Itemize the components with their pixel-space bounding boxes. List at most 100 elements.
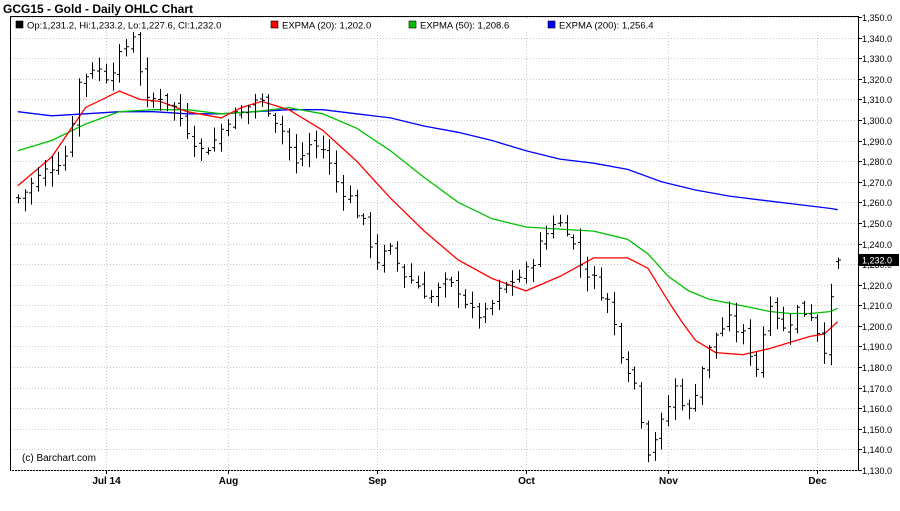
- ohlc-bar: [226, 119, 231, 137]
- y-tick-label: 1,290.0: [862, 137, 892, 147]
- y-tick-label: 1,150.0: [862, 425, 892, 435]
- y-tick-label: 1,160.0: [862, 404, 892, 414]
- ohlc-bar: [612, 291, 617, 336]
- y-tick-label: 1,350.0: [862, 13, 892, 23]
- ohlc-bar: [802, 300, 807, 317]
- ohlc-bar: [104, 63, 109, 84]
- plot-frame: [10, 16, 859, 471]
- ohlc-bar: [775, 297, 780, 330]
- ohlc-bar: [748, 319, 753, 366]
- ohlc-bar: [707, 344, 712, 379]
- ohlc-bar: [178, 93, 183, 127]
- ohlc-bar: [626, 351, 631, 383]
- ohlc-bar: [666, 394, 671, 427]
- legend-swatch: [15, 20, 24, 29]
- ohlc-bar: [361, 213, 366, 226]
- ohlc-bar: [348, 185, 353, 204]
- ohlc-bar: [422, 271, 427, 299]
- ohlc-bar: [145, 57, 150, 108]
- ohlc-bar: [77, 78, 82, 137]
- ohlc-bar: [605, 293, 610, 314]
- ohlc-bar: [111, 62, 116, 91]
- last-price-label: 1,232.0: [862, 255, 892, 265]
- y-tick-label: 1,280.0: [862, 157, 892, 167]
- y-tick-label: 1,260.0: [862, 198, 892, 208]
- ohlc-bar: [768, 296, 773, 336]
- ohlc-bar: [741, 324, 746, 345]
- legend-label: EXPMA (200): 1,256.4: [559, 21, 654, 32]
- ohlc-bar: [395, 241, 400, 272]
- ohlc-bar: [524, 261, 529, 284]
- ohlc-bar: [483, 302, 488, 324]
- ohlc-bar: [504, 282, 509, 293]
- ohlc-bar: [382, 244, 387, 273]
- ohlc-bar: [436, 282, 441, 307]
- ohlc-bar: [470, 291, 475, 319]
- ohlc-bar: [788, 313, 793, 345]
- y-tick-label: 1,200.0: [862, 322, 892, 332]
- ohlc-bar: [16, 194, 21, 204]
- ohlc-bar: [599, 267, 604, 301]
- ohlc-bar: [280, 115, 285, 145]
- ohlc-bar: [761, 326, 766, 378]
- ohlc-bar: [97, 57, 102, 82]
- ohlc-bar: [836, 257, 841, 270]
- ohlc-bar: [517, 269, 522, 283]
- ohlc-bar: [734, 302, 739, 343]
- legend-swatch: [408, 20, 417, 29]
- ohlc-bar: [165, 93, 170, 112]
- ohlc-bar: [199, 138, 204, 161]
- ohlc-bar: [355, 189, 360, 219]
- ohlc-bar: [714, 332, 719, 359]
- y-tick-label: 1,130.0: [862, 466, 892, 476]
- legend-background: [12, 18, 857, 32]
- x-tick-label: Sep: [368, 476, 386, 487]
- ohlc-bar: [592, 265, 597, 289]
- y-tick-label: 1,220.0: [862, 281, 892, 291]
- ohlc-bar: [70, 116, 75, 158]
- ohlc-bars: [16, 22, 841, 463]
- ohlc-bar: [720, 317, 725, 337]
- y-axis: 1,130.0 1,140.0 1,150.0 1,160.0 1,170.0 1,180…: [858, 13, 899, 476]
- ohlc-bar: [158, 88, 163, 111]
- ohlc-bar: [287, 128, 292, 161]
- ohlc-bar: [239, 104, 244, 119]
- ohlc-bar: [673, 378, 678, 420]
- ohlc-bar: [571, 234, 576, 250]
- ohlc-bar: [90, 62, 95, 79]
- y-tick-label: 1,310.0: [862, 95, 892, 105]
- ohlc-bar: [388, 242, 393, 255]
- ohlc-bar: [273, 112, 278, 133]
- watermark: (c) Barchart.com: [22, 453, 96, 464]
- ohlc-bar: [558, 214, 563, 227]
- ohlc-bar: [619, 323, 624, 364]
- ohlc-bar: [300, 142, 305, 167]
- ohlc-bar: [246, 104, 251, 125]
- ohlc-bar: [29, 177, 34, 205]
- x-tick-label: Aug: [219, 476, 238, 487]
- y-tick-label: 1,250.0: [862, 219, 892, 229]
- ohlc-bar: [402, 264, 407, 289]
- ohlc-bar: [368, 212, 373, 259]
- ohlc-bar: [456, 271, 461, 309]
- y-tick-label: 1,210.0: [862, 301, 892, 311]
- ohlc-bar: [687, 399, 692, 420]
- ohlc-bar: [50, 156, 55, 187]
- legend-label: EXPMA (50): 1,208.6: [420, 21, 509, 32]
- ohlc-bar: [63, 145, 68, 171]
- ohlc-bar: [84, 73, 89, 97]
- vertical-gridlines: [106, 17, 818, 470]
- x-tick-label: Oct: [518, 476, 535, 487]
- ohlc-bar: [578, 228, 583, 278]
- ohlc-bar: [334, 150, 339, 193]
- ohlc-bar: [646, 420, 651, 463]
- last-price-box: [859, 253, 899, 266]
- ohlc-bar: [781, 306, 786, 332]
- ohlc-bar: [206, 147, 211, 155]
- ohlc-bar: [477, 303, 482, 329]
- ohlc-bar: [544, 225, 549, 250]
- ohlc-bar: [56, 151, 61, 175]
- legend-swatch: [270, 20, 279, 29]
